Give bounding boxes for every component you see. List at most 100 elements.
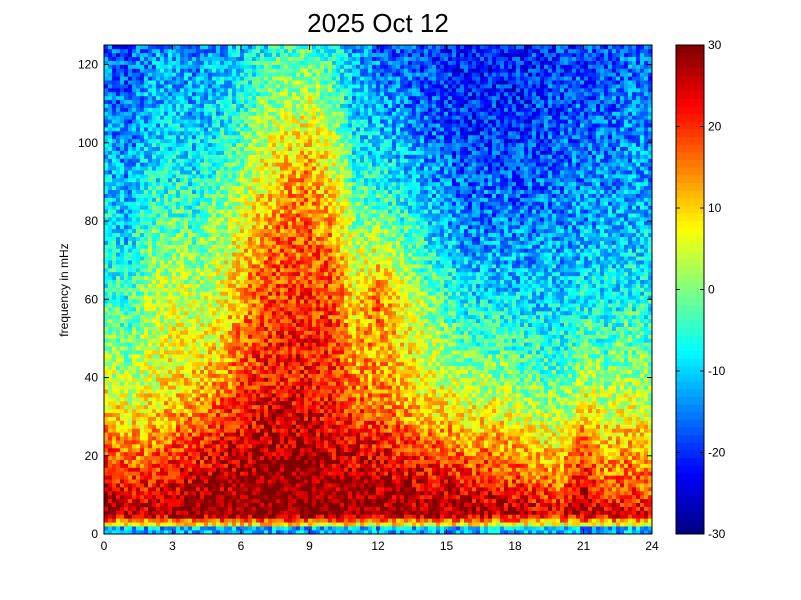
heatmap-cell	[180, 252, 185, 257]
heatmap-cell	[260, 365, 265, 370]
heatmap-cell	[224, 127, 229, 132]
heatmap-cell	[148, 189, 153, 194]
heatmap-cell	[124, 311, 129, 316]
heatmap-cell	[156, 260, 161, 265]
heatmap-cell	[140, 115, 145, 120]
heatmap-cell	[148, 228, 153, 234]
heatmap-cell	[256, 354, 261, 359]
heatmap-cell	[112, 244, 117, 249]
heatmap-cell	[260, 424, 265, 429]
heatmap-cell	[256, 451, 261, 457]
heatmap-cell	[152, 142, 157, 148]
heatmap-cell	[192, 127, 197, 132]
heatmap-cell	[156, 178, 161, 183]
heatmap-cell	[152, 221, 157, 226]
heatmap-cell	[228, 248, 233, 253]
heatmap-cell	[212, 393, 217, 398]
heatmap-cell	[184, 76, 189, 81]
heatmap-cell	[144, 119, 149, 124]
heatmap-cell	[108, 330, 113, 335]
heatmap-cell	[144, 451, 149, 457]
heatmap-cell	[156, 338, 161, 343]
heatmap-cell	[152, 471, 157, 476]
heatmap-cell	[176, 330, 181, 335]
heatmap-cell	[236, 475, 241, 480]
heatmap-cell	[212, 361, 217, 367]
heatmap-cell	[240, 490, 245, 496]
heatmap-cell	[228, 412, 233, 417]
heatmap-cell	[120, 346, 125, 351]
heatmap-cell	[176, 201, 181, 206]
heatmap-cell	[240, 275, 245, 281]
heatmap-cell	[192, 48, 197, 54]
heatmap-cell	[164, 510, 169, 515]
heatmap-cell	[120, 189, 125, 194]
heatmap-cell	[108, 224, 113, 230]
heatmap-cell	[240, 479, 245, 484]
heatmap-cell	[260, 84, 265, 89]
heatmap-cell	[160, 264, 165, 269]
heatmap-cell	[160, 400, 165, 406]
heatmap-cell	[232, 201, 237, 206]
heatmap-cell	[220, 162, 225, 167]
heatmap-cell	[144, 385, 149, 390]
heatmap-cell	[216, 436, 221, 441]
heatmap-cell	[204, 209, 209, 214]
heatmap-cell	[116, 326, 121, 331]
heatmap-cell	[212, 373, 217, 378]
heatmap-cell	[116, 295, 121, 300]
heatmap-cell	[156, 502, 161, 507]
heatmap-cell	[224, 455, 229, 460]
heatmap-cell	[244, 479, 249, 484]
heatmap-cell	[220, 283, 225, 288]
heatmap-cell	[160, 510, 165, 515]
heatmap-cell	[160, 451, 165, 457]
heatmap-cell	[116, 209, 121, 214]
heatmap-cell	[164, 303, 169, 308]
heatmap-cell	[256, 127, 261, 132]
heatmap-cell	[124, 264, 129, 269]
heatmap-cell	[256, 420, 261, 425]
heatmap-cell	[152, 244, 157, 249]
heatmap-cell	[256, 111, 261, 116]
heatmap-cell	[112, 350, 117, 355]
heatmap-cell	[140, 84, 145, 89]
heatmap-cell	[180, 197, 185, 202]
heatmap-cell	[160, 150, 165, 155]
heatmap-cell	[180, 467, 185, 472]
heatmap-cell	[240, 350, 245, 355]
heatmap-cell	[244, 393, 249, 398]
heatmap-cell	[116, 267, 121, 273]
heatmap-cell	[120, 256, 125, 261]
heatmap-cell	[248, 373, 253, 378]
heatmap-cell	[192, 283, 197, 288]
heatmap-cell	[112, 232, 117, 237]
heatmap-cell	[188, 334, 193, 339]
heatmap-cell	[232, 365, 237, 370]
heatmap-cell	[152, 60, 157, 65]
heatmap-cell	[132, 459, 137, 464]
heatmap-cell	[136, 357, 141, 363]
heatmap-cell	[244, 170, 249, 175]
heatmap-cell	[168, 416, 173, 421]
heatmap-cell	[240, 311, 245, 316]
heatmap-cell	[124, 526, 129, 531]
heatmap-cell	[256, 526, 261, 531]
heatmap-cell	[116, 48, 121, 54]
heatmap-cell	[176, 518, 181, 523]
heatmap-cell	[112, 76, 117, 81]
heatmap-cell	[156, 342, 161, 347]
heatmap-cell	[188, 123, 193, 128]
heatmap-cell	[172, 444, 177, 449]
heatmap-cell	[212, 299, 217, 304]
heatmap-cell	[192, 350, 197, 355]
heatmap-cell	[176, 123, 181, 128]
heatmap-cell	[240, 146, 245, 151]
heatmap-cell	[184, 45, 189, 50]
heatmap-cell	[252, 514, 257, 519]
heatmap-cell	[204, 95, 209, 101]
heatmap-cell	[160, 162, 165, 167]
heatmap-cell	[124, 103, 129, 108]
heatmap-cell	[168, 64, 173, 69]
heatmap-cell	[132, 475, 137, 480]
